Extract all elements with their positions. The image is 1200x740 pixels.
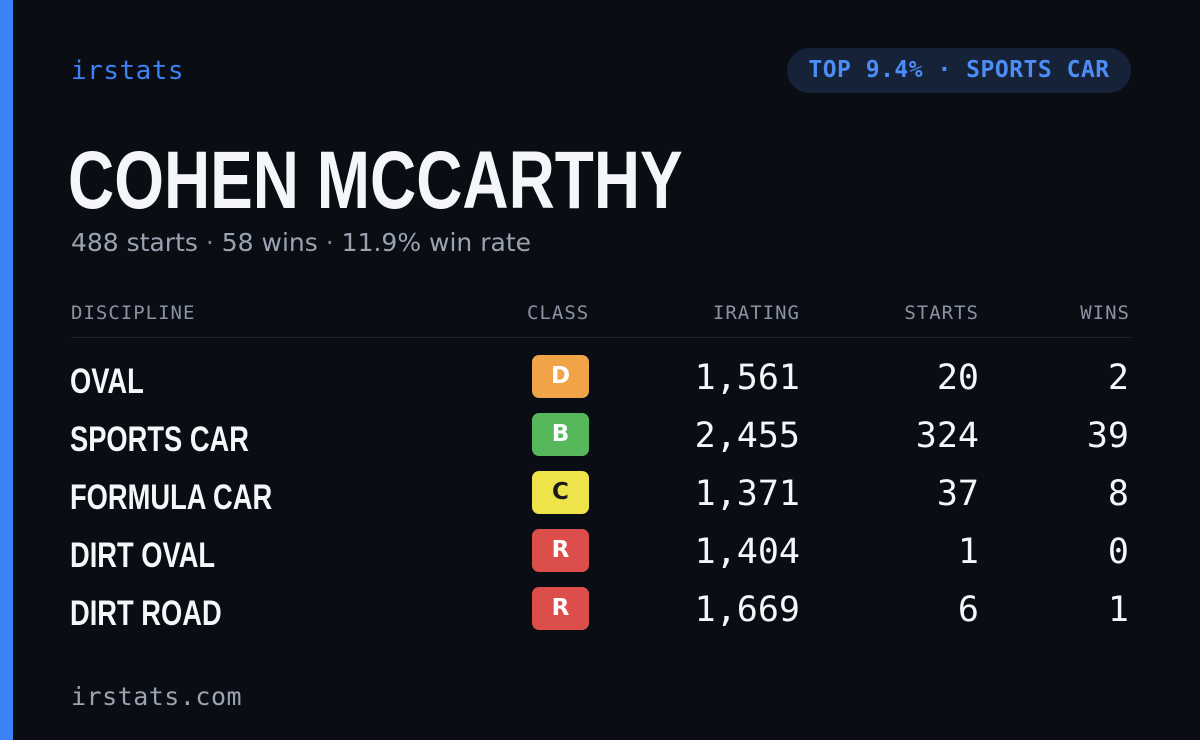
irating-value: 1,404 [694,532,800,572]
header-irating: IRATING [712,302,800,324]
driver-name: COHEN MCCARTHY [68,135,683,226]
irating-value: 1,561 [694,358,800,398]
discipline-name: SPORTS CAR [70,420,249,459]
irating-value: 1,371 [694,474,800,514]
wins-value: 0 [1107,532,1129,572]
discipline-name: OVAL [70,362,144,401]
driver-summary: 488 starts · 58 wins · 11.9% win rate [71,228,531,257]
license-class-badge: R [532,529,589,572]
summary-starts: 488 starts [71,228,198,257]
table-divider [71,337,1131,338]
header-starts: STARTS [904,302,979,324]
license-class-badge: D [532,355,589,398]
summary-separator: · [325,228,334,257]
table-row: DIRT OVAL R 1,404 1 0 [0,529,1200,587]
discipline-name: DIRT ROAD [70,594,222,633]
header-class: CLASS [527,302,590,324]
license-class-badge: C [532,471,589,514]
starts-value: 20 [936,358,979,398]
license-class-badge: B [532,413,589,456]
irating-value: 2,455 [694,416,800,456]
starts-value: 1 [957,532,979,572]
summary-wins: 58 wins [221,228,318,257]
wins-value: 2 [1107,358,1129,398]
irating-value: 1,669 [694,590,800,630]
table-row: DIRT ROAD R 1,669 6 1 [0,587,1200,645]
starts-value: 324 [915,416,979,456]
discipline-name: FORMULA CAR [70,478,273,517]
rank-badge: TOP 9.4% · SPORTS CAR [787,48,1131,93]
wins-value: 39 [1086,416,1129,456]
discipline-name: DIRT OVAL [70,536,216,575]
brand-logo: irstats [71,56,185,86]
starts-value: 37 [936,474,979,514]
license-class-badge: R [532,587,589,630]
wins-value: 1 [1107,590,1129,630]
table-row: OVAL D 1,561 20 2 [0,355,1200,413]
wins-value: 8 [1107,474,1129,514]
footer-url: irstats.com [71,682,243,711]
table-row: SPORTS CAR B 2,455 324 39 [0,413,1200,471]
starts-value: 6 [957,590,979,630]
summary-separator: · [205,228,214,257]
header-discipline: DISCIPLINE [71,302,196,324]
summary-win-rate: 11.9% win rate [341,228,532,257]
table-row: FORMULA CAR C 1,371 37 8 [0,471,1200,529]
accent-bar [0,0,13,740]
header-wins: WINS [1080,302,1130,324]
